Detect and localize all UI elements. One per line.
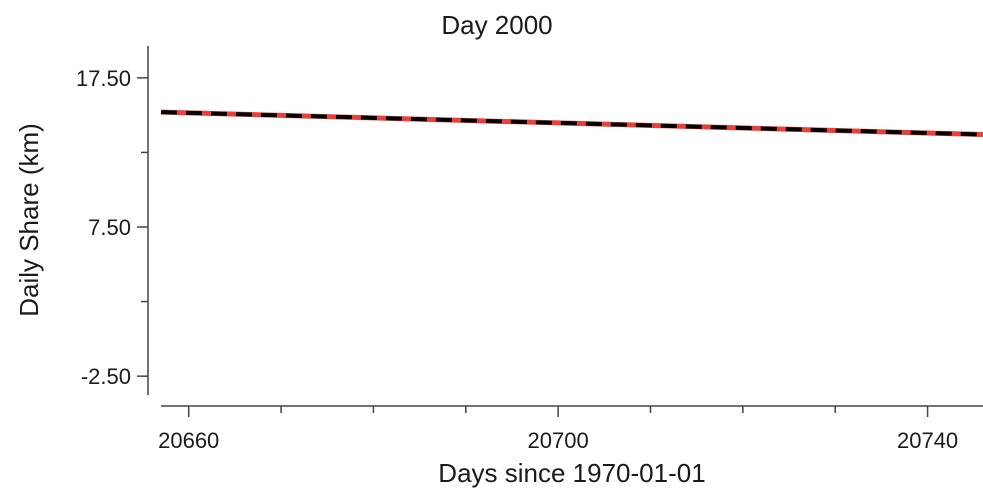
chart-title: Day 2000 [441, 10, 552, 40]
y-tick-label-1: 7.50 [88, 215, 131, 240]
series-line-2 [160, 110, 983, 137]
y-tick-label-0: 17.50 [76, 66, 131, 91]
x-tick-label-2: 20740 [897, 428, 958, 453]
x-tick-label-1: 20700 [528, 428, 589, 453]
y-axis-label: Daily Share (km) [14, 123, 44, 317]
plot-area [160, 109, 983, 137]
x-tick-label-0: 20660 [158, 428, 219, 453]
axes: 17.50 7.50 -2.50 20660 20700 20740 [76, 46, 983, 453]
x-axis-label: Days since 1970-01-01 [438, 458, 705, 488]
y-tick-label-2: -2.50 [81, 364, 131, 389]
